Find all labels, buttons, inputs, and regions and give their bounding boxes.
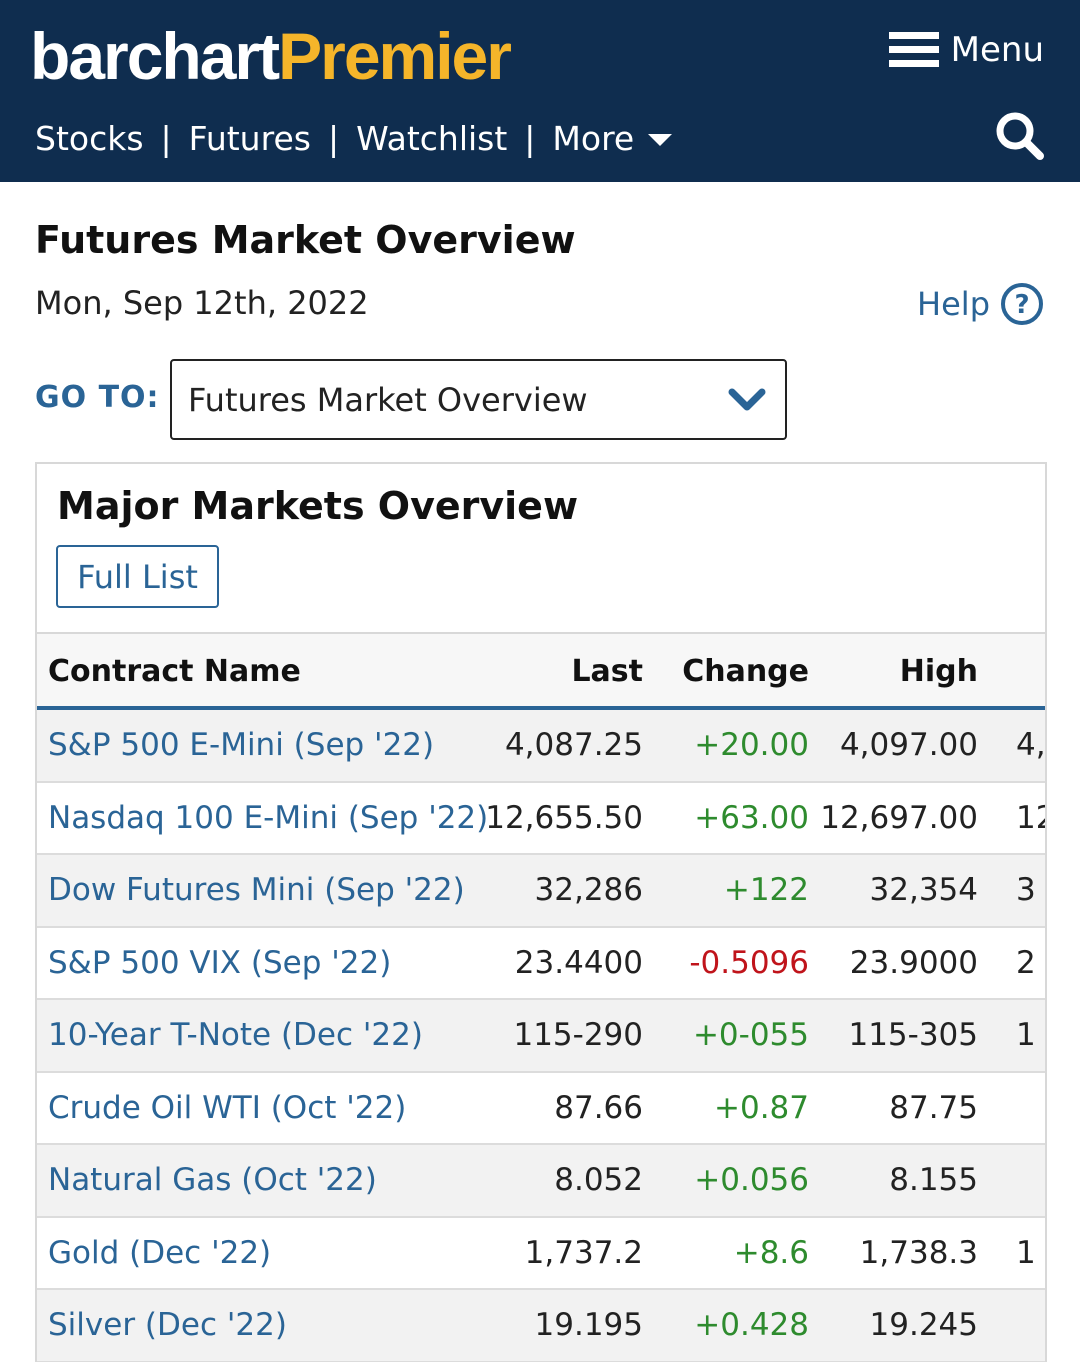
nav-separator: |: [327, 118, 340, 158]
column-header-last[interactable]: Last: [571, 654, 643, 689]
hamburger-icon: [888, 30, 939, 70]
column-header-high[interactable]: High: [899, 654, 978, 689]
high-value: 8.155: [889, 1162, 978, 1198]
change-value: +8.6: [733, 1234, 809, 1271]
change-value: +0.87: [714, 1089, 809, 1126]
low-value-clipped: 1: [1016, 1017, 1036, 1053]
change-value: +20.00: [694, 727, 809, 763]
menu-label: Menu: [950, 30, 1044, 70]
change-value: +122: [723, 872, 809, 908]
table-row: Crude Oil WTI (Oct '22) 87.66 +0.87 87.7…: [37, 1073, 1045, 1145]
last-value: 19.195: [534, 1307, 643, 1343]
table-row: 10-Year T-Note (Dec '22) 115-290 +0-055 …: [37, 1000, 1045, 1073]
low-value-clipped: 2: [1016, 944, 1036, 981]
help-link[interactable]: Help ?: [917, 282, 1044, 326]
page-date: Mon, Sep 12th, 2022: [35, 284, 369, 322]
contract-name-link[interactable]: Gold (Dec '22): [48, 1234, 272, 1271]
last-value: 23.4400: [514, 944, 643, 981]
high-value: 19.245: [869, 1307, 978, 1343]
table-row: Dow Futures Mini (Sep '22) 32,286 +122 3…: [37, 855, 1045, 928]
logo-premier-text: Premier: [278, 19, 512, 93]
high-value: 1,738.3: [859, 1234, 978, 1271]
barchart-premier-logo[interactable]: barchartPremier: [30, 18, 512, 94]
contract-name-link[interactable]: Natural Gas (Oct '22): [48, 1162, 377, 1198]
high-value: 115-305: [848, 1017, 978, 1053]
last-value: 8.052: [554, 1162, 643, 1198]
high-value: 12,697.00: [820, 799, 978, 836]
low-value-clipped: 12,: [1016, 799, 1045, 836]
contract-name-link[interactable]: Crude Oil WTI (Oct '22): [48, 1089, 407, 1126]
change-value: +63.00: [694, 799, 809, 836]
table-row: S&P 500 VIX (Sep '22) 23.4400 -0.5096 23…: [37, 928, 1045, 1000]
low-value-clipped: 3: [1016, 872, 1036, 908]
change-value: -0.5096: [689, 944, 809, 981]
contract-name-link[interactable]: Nasdaq 100 E-Mini (Sep '22): [48, 799, 489, 836]
last-value: 87.66: [554, 1089, 643, 1126]
markets-table: Contract Name Last Change High S&P 500 E…: [37, 632, 1046, 1362]
high-value: 87.75: [889, 1089, 978, 1126]
last-value: 1,737.2: [524, 1234, 643, 1271]
table-row: Nasdaq 100 E-Mini (Sep '22) 12,655.50 +6…: [37, 783, 1045, 855]
caret-down-icon: [648, 134, 673, 146]
table-row: Gold (Dec '22) 1,737.2 +8.6 1,738.3 1: [37, 1218, 1045, 1290]
contract-name-link[interactable]: S&P 500 E-Mini (Sep '22): [48, 727, 435, 763]
page-title: Futures Market Overview: [35, 218, 576, 262]
column-header-change[interactable]: Change: [682, 654, 809, 689]
help-circle-icon: ?: [1001, 283, 1043, 325]
help-label: Help: [917, 285, 990, 323]
goto-select[interactable]: Futures Market Overview: [170, 359, 787, 440]
nav-item-more-label: More: [552, 118, 635, 158]
main-nav: Stocks | Futures | Watchlist | More: [35, 112, 673, 164]
table-row: S&P 500 E-Mini (Sep '22) 4,087.25 +20.00…: [37, 710, 1046, 783]
goto-label: GO TO:: [35, 380, 160, 415]
nav-separator: |: [160, 118, 172, 158]
nav-item-stocks[interactable]: Stocks: [35, 118, 144, 158]
logo-barchart-text: barchart: [30, 19, 280, 93]
contract-name-link[interactable]: Silver (Dec '22): [48, 1307, 287, 1343]
nav-item-watchlist[interactable]: Watchlist: [356, 118, 508, 158]
contract-name-link[interactable]: 10-Year T-Note (Dec '22): [48, 1017, 423, 1053]
search-icon: [996, 112, 1044, 160]
last-value: 32,286: [534, 872, 643, 908]
nav-item-more[interactable]: More: [552, 118, 673, 158]
goto-selected-value: Futures Market Overview: [188, 381, 588, 419]
last-value: 115-290: [513, 1017, 643, 1053]
table-row: Silver (Dec '22) 19.195 +0.428 19.245: [37, 1290, 1045, 1362]
table-row: Natural Gas (Oct '22) 8.052 +0.056 8.155: [37, 1145, 1045, 1218]
column-header-contract-name[interactable]: Contract Name: [48, 654, 301, 689]
high-value: 32,354: [869, 872, 978, 908]
change-value: +0.056: [694, 1162, 809, 1198]
contract-name-link[interactable]: S&P 500 VIX (Sep '22): [48, 944, 392, 981]
table-header: Contract Name Last Change High: [37, 632, 1045, 710]
search-button[interactable]: [994, 110, 1046, 162]
low-value-clipped: 1: [1016, 1234, 1036, 1271]
last-value: 4,087.25: [504, 727, 643, 763]
svg-text:?: ?: [1014, 290, 1029, 320]
top-header: barchartPremier Menu Stocks | Futures | …: [0, 0, 1080, 182]
nav-item-futures[interactable]: Futures: [188, 118, 311, 158]
menu-button[interactable]: Menu: [888, 26, 1044, 74]
chevron-down-icon: [728, 388, 766, 411]
full-list-button[interactable]: Full List: [56, 545, 219, 608]
contract-name-link[interactable]: Dow Futures Mini (Sep '22): [48, 872, 465, 908]
change-value: +0-055: [692, 1017, 809, 1053]
high-value: 4,097.00: [839, 727, 978, 763]
high-value: 23.9000: [849, 944, 978, 981]
panel-title: Major Markets Overview: [57, 484, 579, 528]
change-value: +0.428: [694, 1307, 809, 1343]
nav-separator: |: [524, 118, 536, 158]
low-value-clipped: 4,: [1016, 727, 1046, 763]
major-markets-panel: Major Markets Overview Full List Contrac…: [35, 462, 1047, 1362]
last-value: 12,655.50: [485, 799, 643, 836]
